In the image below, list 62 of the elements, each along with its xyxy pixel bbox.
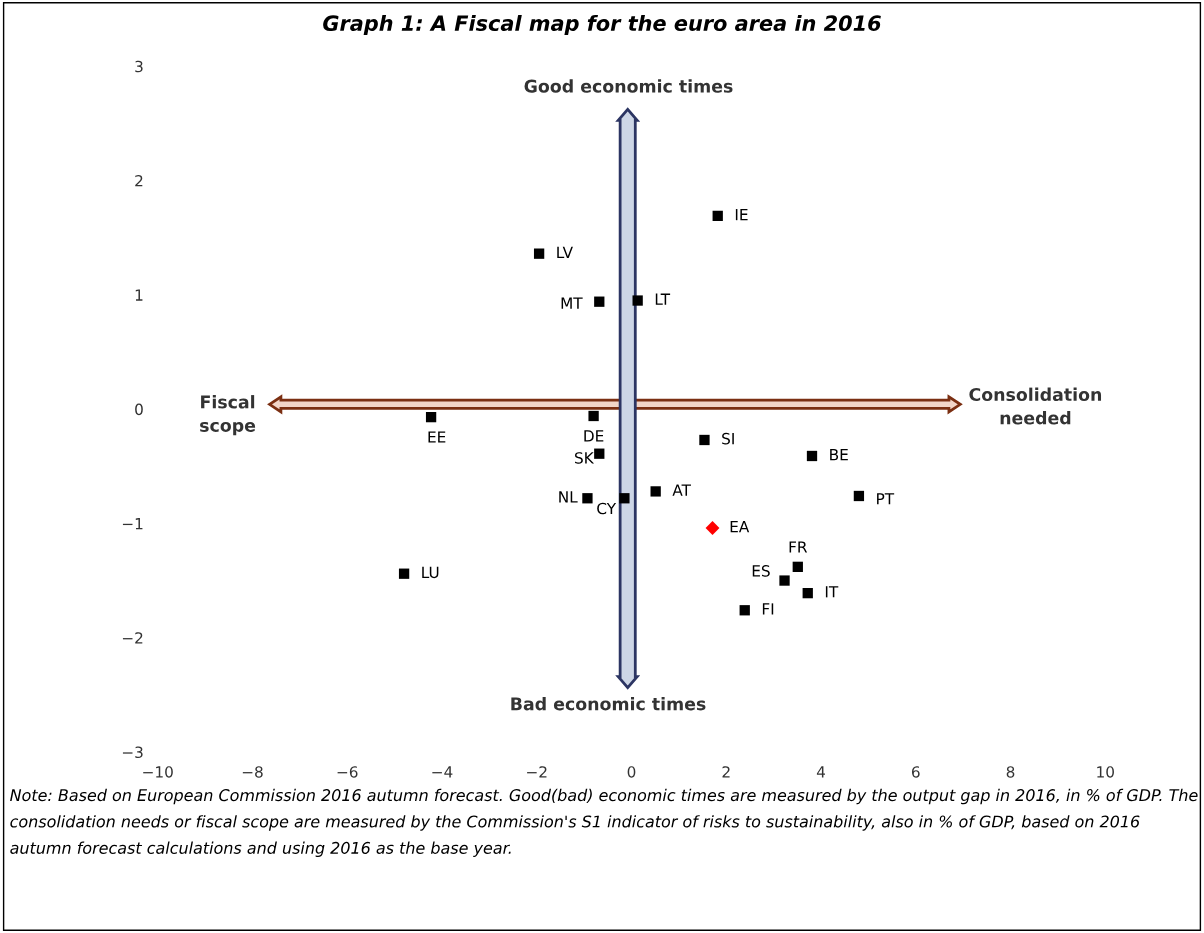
annotation: BE [830, 449, 848, 461]
y-tick-label: −1 [122, 518, 143, 530]
annotation: MT [561, 297, 583, 309]
x-tick-label: 4 [816, 766, 826, 778]
point [739, 605, 750, 616]
annotation: LU [422, 566, 439, 579]
y-tick-label: −2 [122, 632, 143, 644]
point [533, 248, 545, 259]
point [806, 450, 818, 462]
annotation: NL [559, 491, 578, 503]
annotation: LV [557, 246, 573, 258]
point [699, 434, 710, 446]
y-tick-label: 2 [135, 175, 143, 187]
annotation: IE [735, 209, 748, 221]
y-tick-label: 3 [135, 60, 143, 73]
x-tick-label: −6 [337, 766, 358, 778]
annotation: Bad economic times [511, 696, 706, 711]
annotation: Fiscal scope [200, 395, 256, 436]
point [588, 410, 599, 422]
x-tick-label: 2 [722, 766, 730, 778]
annotation: LT [655, 293, 671, 305]
point [802, 587, 813, 599]
x-tick-label: −10 [143, 766, 173, 778]
point [594, 448, 605, 459]
point [853, 490, 865, 502]
annotation: PT [877, 493, 895, 505]
annotation: FR [789, 541, 808, 553]
point [712, 210, 723, 222]
x-tick-label: −2 [527, 766, 547, 778]
point [594, 296, 605, 307]
point [705, 521, 720, 535]
point [792, 561, 803, 572]
x-tick-label: 10 [1097, 766, 1114, 778]
point [779, 575, 790, 586]
annotation: EA [730, 521, 750, 533]
x-tick-label: −8 [242, 766, 263, 778]
x-tick-label: 0 [627, 766, 636, 778]
annotation: Consolidation needed [969, 387, 1102, 425]
y-tick-label: 0 [135, 403, 143, 416]
text: Note: Based on European Commission 2016 autumn forecast. Good(bad) economic times are measured by the output gap in 2016, in % of GDP. The consolidation needs or fiscal scope are measured by the Commission's S1 indicator of risks to sustainability, also in % of GDP, based on 2016 autumn forecast calculations and using 2016 as the base year. [10, 788, 1198, 858]
annotation: SK [575, 452, 595, 464]
point [632, 295, 643, 306]
point [425, 411, 437, 423]
point [650, 486, 661, 497]
annotation: Good economic times [524, 79, 733, 93]
annotation: AT [672, 484, 691, 496]
y-tick-label: 1 [135, 289, 143, 301]
annotation: SI [722, 432, 734, 445]
annotation: DE [584, 430, 604, 442]
annotation: EE [428, 431, 446, 443]
x-tick-label: 8 [1006, 766, 1015, 778]
point [582, 493, 593, 504]
x-tick-label: 6 [911, 766, 920, 778]
point [619, 493, 630, 504]
annotation: FI [762, 603, 774, 615]
y-tick-label: −3 [122, 746, 143, 759]
point [398, 568, 410, 579]
annotation: CY [597, 502, 617, 515]
chart-title: Graph 1: A Fiscal map for the euro area in 2016 [323, 14, 881, 36]
annotation: ES [752, 565, 770, 577]
x-tick-label: −4 [432, 766, 453, 778]
annotation: IT [825, 586, 839, 598]
